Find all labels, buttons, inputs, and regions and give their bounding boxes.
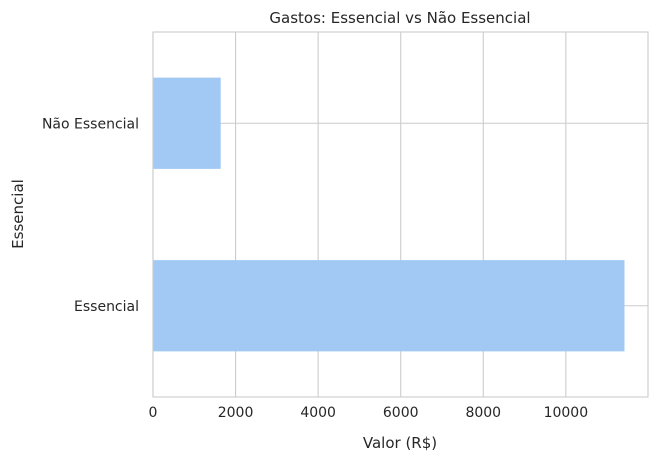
bars — [153, 77, 625, 352]
x-tick-label: 8000 — [465, 405, 501, 421]
bar-essencial — [153, 260, 625, 352]
x-tick-label: 4000 — [300, 405, 336, 421]
y-tick-label: Não Essencial — [42, 116, 139, 132]
x-tick-label: 0 — [149, 405, 158, 421]
x-tick-label: 10000 — [544, 405, 589, 421]
y-tick-label: Essencial — [74, 299, 139, 315]
plot-frame — [152, 31, 649, 398]
x-tick-labels: 0 2000 4000 6000 8000 10000 — [149, 405, 589, 421]
chart-title: Gastos: Essencial vs Não Essencial — [269, 9, 530, 27]
x-axis-label: Valor (R$) — [363, 434, 437, 452]
y-tick-labels: Essencial Não Essencial — [42, 116, 139, 315]
x-tick-label: 2000 — [218, 405, 254, 421]
y-axis-label: Essencial — [9, 179, 27, 249]
bar-n-o-essencial — [153, 77, 221, 169]
x-tick-label: 6000 — [383, 405, 419, 421]
